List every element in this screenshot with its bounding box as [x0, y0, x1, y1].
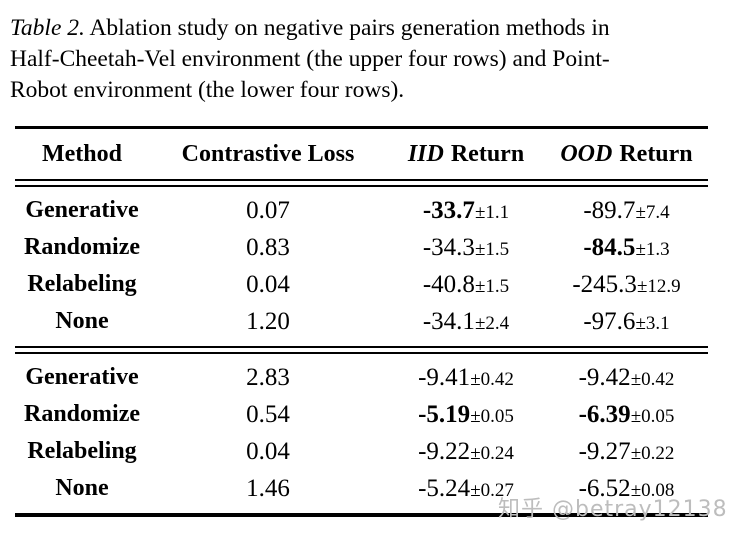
pm-value: ±0.24: [470, 442, 514, 464]
ood-cell: -97.6±3.1: [545, 308, 708, 336]
caption-text: Ablation study on negative pairs generat…: [84, 15, 610, 41]
iid-cell: -33.7±1.1: [387, 197, 545, 225]
pm-value: ±7.4: [635, 201, 670, 223]
ablation-table: Method Contrastive Loss IID Return OOD Ret…: [15, 126, 708, 517]
iid-cell: -9.22±0.24: [387, 438, 545, 466]
top-rule: [15, 126, 708, 129]
table-row: Randomize 0.54 -5.19±0.05 -6.39±0.05: [15, 396, 708, 433]
ood-cell: -89.7±7.4: [545, 197, 708, 225]
table-row: None 1.20 -34.1±2.4 -97.6±3.1: [15, 303, 708, 340]
ood-cell: -84.5±1.3: [545, 234, 708, 262]
pm-value: ±1.5: [474, 275, 510, 297]
caption-table-number: Table 2.: [10, 15, 85, 41]
value: -5.19: [418, 400, 471, 428]
value: -6.52: [578, 474, 631, 502]
value: -9.41: [418, 363, 471, 391]
ood-cell: -245.3±12.9: [545, 271, 708, 299]
value: -9.27: [578, 437, 631, 465]
header-row: Method Contrastive Loss IID Return OOD Ret…: [15, 129, 708, 179]
pm-value: ±0.05: [470, 405, 514, 427]
caption-line: Robot environment (the lower four rows).: [10, 75, 722, 106]
pm-value: ±1.5: [474, 238, 510, 260]
value: -97.6: [583, 307, 636, 335]
ood-cell: -9.42±0.42: [545, 364, 708, 392]
iid-cell: -40.8±1.5: [387, 271, 545, 299]
header-double-rule: [15, 179, 708, 187]
value: -9.42: [578, 363, 631, 391]
iid-cell: -9.41±0.42: [387, 364, 545, 392]
table-row: Randomize 0.83 -34.3±1.5 -84.5±1.3: [15, 229, 708, 266]
value: -33.7: [422, 196, 475, 224]
caption-line: Table 2. Ablation study on negative pair…: [10, 13, 722, 44]
method-cell: Relabeling: [27, 271, 137, 297]
col-header-method: Method: [42, 140, 122, 167]
method-cell: None: [55, 308, 109, 334]
iid-cell: -5.24±0.27: [387, 475, 545, 503]
mid-double-rule: [15, 346, 708, 354]
pm-value: ±0.27: [470, 479, 514, 501]
pm-value: ±0.42: [470, 368, 514, 390]
pm-value: ±0.05: [630, 405, 675, 427]
table-row: Generative 0.07 -33.7±1.1 -89.7±7.4: [15, 192, 708, 229]
value: -89.7: [583, 196, 636, 224]
value: -245.3: [572, 270, 637, 298]
loss-cell: 0.83: [246, 233, 290, 261]
value: -34.3: [422, 233, 475, 261]
pm-value: ±12.9: [636, 275, 681, 297]
ood-cell: -9.27±0.22: [545, 438, 708, 466]
pm-value: ±1.1: [474, 201, 510, 223]
caption-text: Half-Cheetah-Vel environment (the upper …: [10, 46, 610, 72]
value: -34.1: [422, 307, 475, 335]
ood-cell: -6.52±0.08: [545, 475, 708, 503]
loss-cell: 0.54: [246, 400, 290, 428]
caption-line: Half-Cheetah-Vel environment (the upper …: [10, 44, 722, 75]
table-caption: Table 2. Ablation study on negative pair…: [10, 13, 722, 106]
pm-value: ±2.4: [474, 312, 510, 334]
value: -6.39: [578, 400, 631, 428]
col-header-contrastive-loss: Contrastive Loss: [181, 140, 355, 167]
method-cell: Relabeling: [27, 438, 137, 464]
loss-cell: 1.20: [246, 307, 290, 335]
value: -40.8: [422, 270, 475, 298]
iid-cell: -34.3±1.5: [387, 234, 545, 262]
bottom-rule: [15, 513, 708, 517]
upper-block-half-cheetah-vel: Generative 0.07 -33.7±1.1 -89.7±7.4 Rand…: [15, 187, 708, 346]
watermark: 知乎 @betray12138: [498, 497, 728, 522]
table-row: None 1.46 -5.24±0.27 -6.52±0.08: [15, 470, 708, 507]
value: -9.22: [418, 437, 471, 465]
loss-cell: 1.46: [246, 474, 290, 502]
method-cell: Randomize: [24, 401, 140, 427]
table-row: Relabeling 0.04 -40.8±1.5 -245.3±12.9: [15, 266, 708, 303]
iid-cell: -5.19±0.05: [387, 401, 545, 429]
iid-cell: -34.1±2.4: [387, 308, 545, 336]
method-cell: Generative: [25, 364, 139, 390]
loss-cell: 0.04: [246, 270, 290, 298]
method-cell: Generative: [25, 197, 139, 223]
method-cell: None: [55, 475, 109, 501]
col-header-ood-return: OOD Return: [560, 140, 693, 167]
value: -84.5: [583, 233, 636, 261]
ood-cell: -6.39±0.05: [545, 401, 708, 429]
col-header-iid-return: IID Return: [407, 140, 525, 167]
pm-value: ±3.1: [635, 312, 670, 334]
value: -5.24: [418, 474, 471, 502]
lower-block-point-robot: Generative 2.83 -9.41±0.42 -9.42±0.42 Ra…: [15, 354, 708, 513]
loss-cell: 0.04: [246, 437, 290, 465]
loss-cell: 2.83: [246, 363, 290, 391]
pm-value: ±0.42: [630, 368, 675, 390]
pm-value: ±1.3: [635, 238, 670, 260]
pm-value: ±0.08: [630, 479, 675, 501]
table-row: Generative 2.83 -9.41±0.42 -9.42±0.42: [15, 359, 708, 396]
table-row: Relabeling 0.04 -9.22±0.24 -9.27±0.22: [15, 433, 708, 470]
method-cell: Randomize: [24, 234, 140, 260]
loss-cell: 0.07: [246, 196, 290, 224]
caption-text: Robot environment (the lower four rows).: [10, 77, 405, 103]
pm-value: ±0.22: [630, 442, 675, 464]
